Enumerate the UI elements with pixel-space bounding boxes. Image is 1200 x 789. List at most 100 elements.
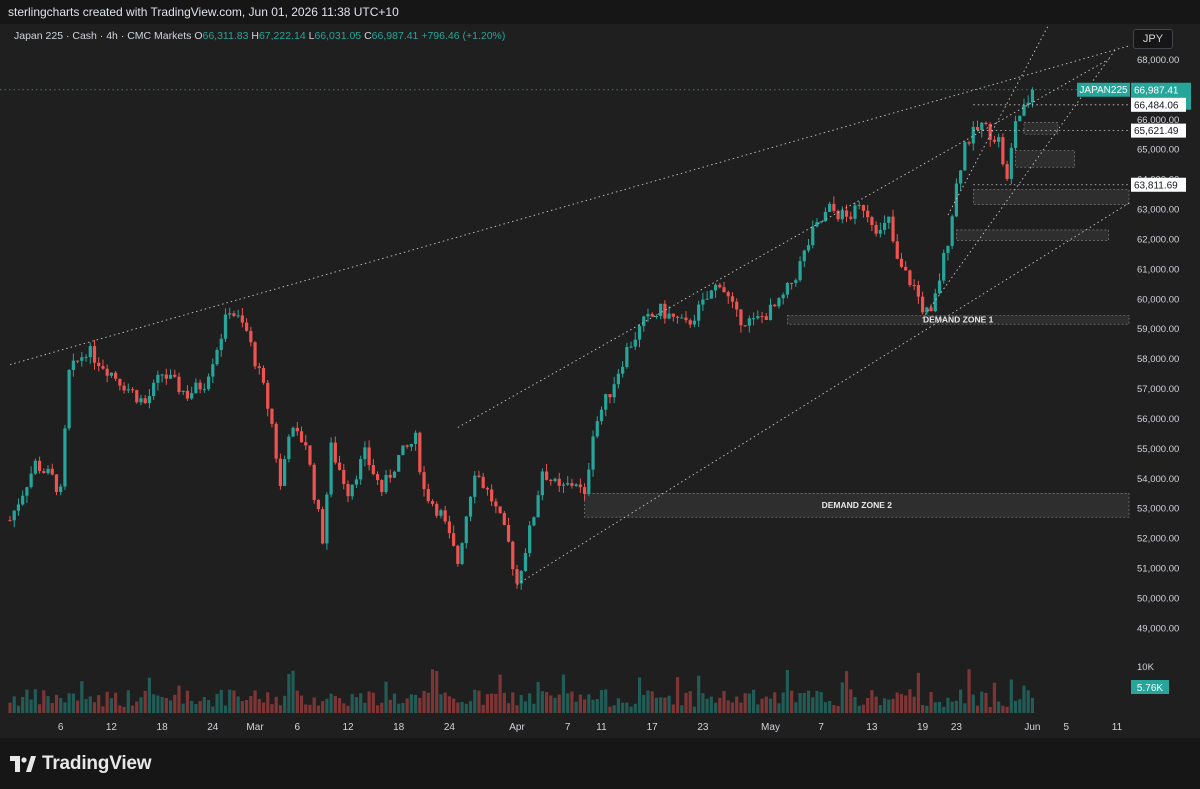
candle-body bbox=[675, 316, 680, 318]
candle-body bbox=[249, 330, 253, 343]
symbol-tag-label: JAPAN225 bbox=[1079, 85, 1128, 96]
volume-bar bbox=[743, 693, 747, 713]
time-axis[interactable] bbox=[0, 716, 1200, 738]
candle-body bbox=[705, 298, 709, 300]
candle-body bbox=[329, 442, 333, 495]
volume-bar bbox=[1022, 685, 1026, 713]
candle-body bbox=[760, 316, 764, 318]
volume-bar bbox=[359, 693, 363, 713]
candle-body bbox=[912, 285, 916, 287]
candle-body bbox=[667, 313, 671, 319]
candle-body bbox=[190, 393, 194, 399]
price-tick-label: 51,000.00 bbox=[1137, 564, 1179, 575]
candle-body bbox=[1005, 164, 1009, 179]
time-tick-label: 11 bbox=[596, 722, 607, 733]
candle-body bbox=[849, 216, 853, 219]
candle-body bbox=[1018, 115, 1022, 122]
candle-body bbox=[283, 459, 287, 487]
candle-body bbox=[523, 553, 528, 571]
zone-label: DEMAND ZONE 1 bbox=[923, 315, 994, 325]
symbol-legend[interactable]: Japan 225 · Cash · 4h · CMC Markets O66,… bbox=[14, 30, 505, 42]
candlestick-chart[interactable]: 49,000.00 50,000.00 51,000.00 52,000.00 53,0… bbox=[0, 0, 1200, 740]
candle-body bbox=[139, 398, 143, 403]
volume-bar bbox=[185, 690, 190, 713]
price-tick-label: 56,000.00 bbox=[1137, 414, 1179, 425]
volume-bar bbox=[857, 705, 861, 713]
volume-bar bbox=[790, 690, 794, 713]
volume-bar bbox=[422, 690, 426, 713]
volume-bar bbox=[933, 702, 937, 713]
candle-body bbox=[701, 299, 705, 305]
volume-bar bbox=[988, 706, 992, 713]
candle-body bbox=[490, 489, 494, 502]
candle-body bbox=[109, 372, 113, 376]
volume-bar bbox=[194, 704, 198, 713]
time-tick-label: 18 bbox=[157, 722, 169, 733]
volume-bar bbox=[321, 701, 325, 713]
volume-bar bbox=[802, 693, 806, 713]
candle-body bbox=[181, 390, 185, 393]
candle-body bbox=[583, 487, 587, 494]
volume-bar bbox=[553, 697, 557, 713]
volume-bar bbox=[870, 690, 874, 713]
price-tick-label: 49,000.00 bbox=[1137, 623, 1179, 634]
candle-body bbox=[954, 183, 958, 217]
price-tick-label: 53,000.00 bbox=[1137, 504, 1179, 515]
low-label: L bbox=[308, 30, 315, 42]
candle-body bbox=[367, 447, 371, 466]
volume-bar bbox=[177, 685, 181, 713]
price-axis[interactable] bbox=[1130, 24, 1200, 716]
volume-bar bbox=[190, 700, 194, 713]
time-tick-label: 12 bbox=[342, 722, 354, 733]
candle-body bbox=[211, 364, 215, 377]
volume-bar bbox=[633, 703, 637, 713]
volume-bar bbox=[122, 706, 126, 713]
volume-bar bbox=[642, 694, 646, 713]
high-label: H bbox=[251, 30, 259, 42]
volume-bar bbox=[921, 705, 925, 713]
currency-button[interactable]: JPY bbox=[1133, 29, 1173, 49]
volume-bar bbox=[1009, 679, 1013, 713]
volume-bar bbox=[540, 691, 544, 713]
candle-body bbox=[388, 474, 392, 478]
candle-body bbox=[654, 316, 659, 318]
candle-body bbox=[430, 501, 435, 504]
candle-body bbox=[1022, 104, 1026, 116]
volume-bar bbox=[202, 697, 206, 713]
time-tick-label: 18 bbox=[393, 722, 405, 733]
volume-bar bbox=[840, 682, 844, 713]
snapshot-caption: sterlingcharts created with TradingView.… bbox=[8, 5, 399, 19]
volume-bar bbox=[595, 698, 599, 713]
volume-bar bbox=[878, 705, 882, 713]
candle-body bbox=[274, 423, 278, 459]
volume-bar bbox=[173, 694, 177, 713]
volume-bar bbox=[228, 689, 232, 713]
price-tick-label: 59,000.00 bbox=[1137, 324, 1179, 335]
zone-box bbox=[584, 492, 1130, 518]
candle-body bbox=[646, 314, 650, 317]
chart-pane[interactable] bbox=[0, 24, 1130, 716]
volume-bar bbox=[739, 702, 743, 713]
close-label: C bbox=[364, 30, 372, 42]
candle-body bbox=[464, 516, 468, 544]
candle-body bbox=[578, 484, 582, 488]
volume-bar bbox=[646, 690, 650, 713]
candle-body bbox=[342, 469, 346, 484]
candle-body bbox=[257, 366, 261, 368]
volume-bar bbox=[819, 692, 823, 713]
candle-body bbox=[870, 217, 874, 226]
candle-body bbox=[570, 483, 574, 486]
candle-body bbox=[8, 520, 12, 522]
candle-body bbox=[299, 431, 304, 443]
volume-bar bbox=[409, 694, 413, 713]
price-tick-label: 57,000.00 bbox=[1137, 384, 1179, 395]
candle-body bbox=[802, 250, 806, 262]
candle-body bbox=[899, 258, 904, 267]
volume-bar bbox=[92, 702, 97, 713]
volume-bar bbox=[828, 700, 832, 713]
zone-box bbox=[972, 189, 1130, 205]
candle-body bbox=[591, 436, 595, 470]
volume-bar bbox=[443, 692, 447, 713]
candle-body bbox=[312, 464, 316, 500]
candle-body bbox=[67, 369, 71, 429]
